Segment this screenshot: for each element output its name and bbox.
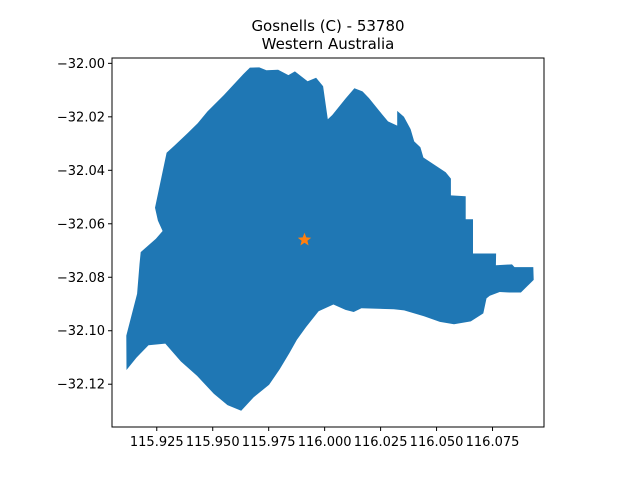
x-tick-label: 116.075 <box>466 435 520 450</box>
y-tick-label: −32.12 <box>57 378 105 393</box>
x-tick-label: 115.950 <box>186 435 240 450</box>
axes-frame <box>111 57 545 428</box>
region-polygon <box>126 67 534 411</box>
x-tick-label: 116.000 <box>298 435 352 450</box>
star-marker-icon <box>297 232 312 246</box>
map-title-line1: Gosnells (C) - 53780 <box>251 17 404 35</box>
x-tick-label: 115.975 <box>242 435 296 450</box>
y-tick-label: −32.00 <box>57 57 105 72</box>
x-tick-label: 116.025 <box>354 435 408 450</box>
y-tick-label: −32.04 <box>57 164 105 179</box>
x-tick-label: 116.050 <box>410 435 464 450</box>
y-tick-label: −32.08 <box>57 271 105 286</box>
map-title-line2: Western Australia <box>262 35 395 53</box>
x-axis: 115.925 115.950 115.975 116.000 116.025 116.0… <box>130 427 520 450</box>
y-tick-label: −32.02 <box>57 110 105 125</box>
x-tick-label: 115.925 <box>130 435 184 450</box>
y-tick-label: −32.06 <box>57 217 105 232</box>
y-tick-label: −32.10 <box>57 324 105 339</box>
plot-area <box>111 57 545 428</box>
y-axis: −32.00 −32.02 −32.04 −32.06 −32.08 −32.10 −32.… <box>57 57 112 393</box>
